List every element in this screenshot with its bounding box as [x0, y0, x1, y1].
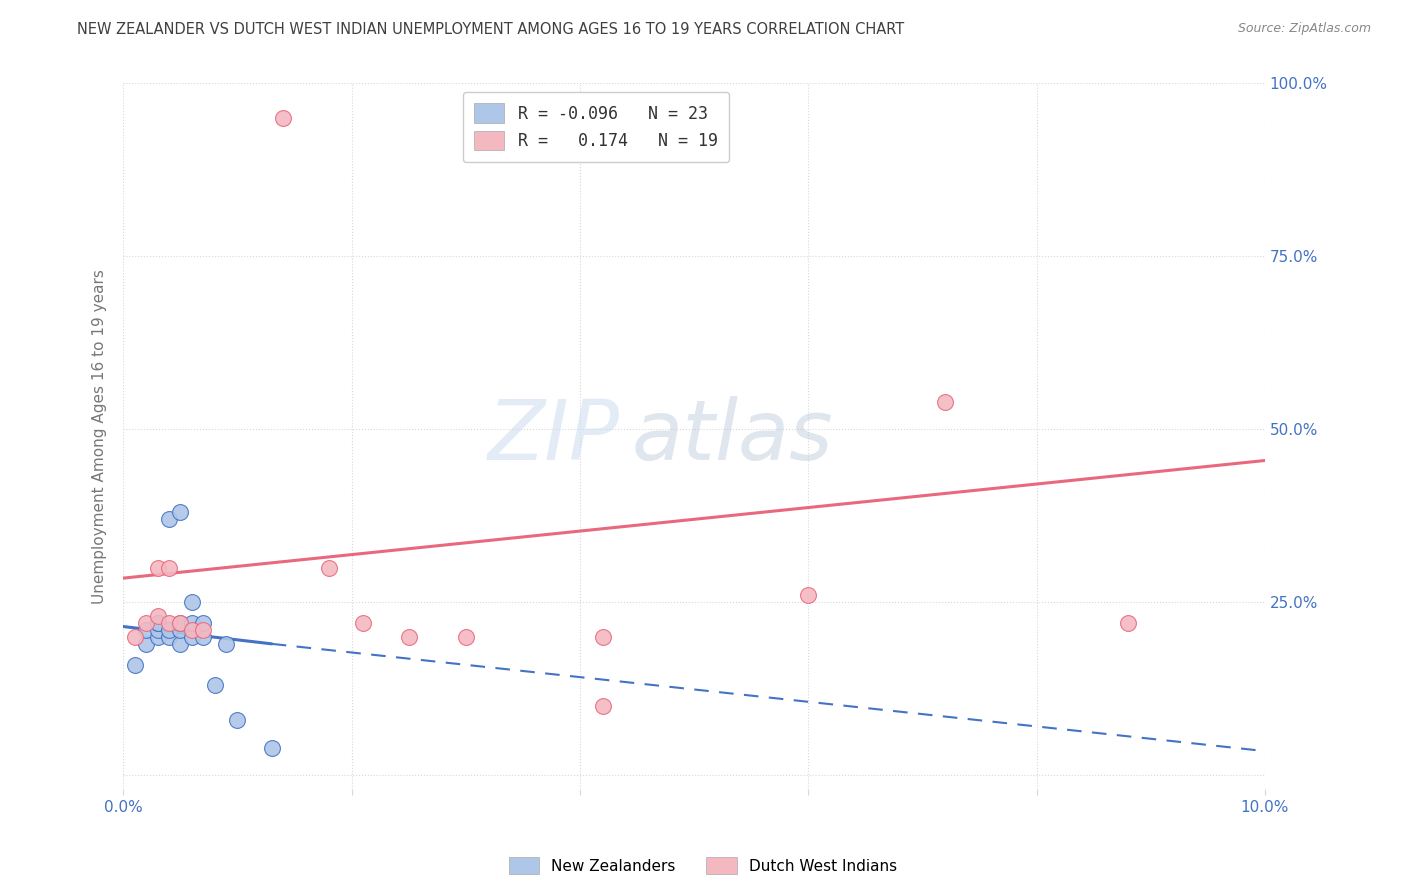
- Point: [592, 699, 614, 714]
- Point: [454, 630, 477, 644]
- Point: [146, 609, 169, 624]
- Point: [934, 394, 956, 409]
- Text: ZIP: ZIP: [488, 396, 620, 477]
- Point: [169, 505, 191, 519]
- Point: [135, 637, 157, 651]
- Point: [124, 630, 146, 644]
- Point: [797, 589, 820, 603]
- Point: [157, 623, 180, 637]
- Point: [169, 616, 191, 631]
- Point: [146, 616, 169, 631]
- Point: [146, 630, 169, 644]
- Text: NEW ZEALANDER VS DUTCH WEST INDIAN UNEMPLOYMENT AMONG AGES 16 TO 19 YEARS CORREL: NEW ZEALANDER VS DUTCH WEST INDIAN UNEMP…: [77, 22, 904, 37]
- Point: [146, 560, 169, 574]
- Point: [204, 678, 226, 692]
- Point: [193, 616, 215, 631]
- Point: [260, 740, 283, 755]
- Point: [157, 616, 180, 631]
- Text: atlas: atlas: [631, 396, 832, 477]
- Point: [1116, 616, 1139, 631]
- Point: [157, 512, 180, 526]
- Legend: New Zealanders, Dutch West Indians: New Zealanders, Dutch West Indians: [502, 851, 904, 880]
- Point: [180, 630, 202, 644]
- Point: [180, 616, 202, 631]
- Point: [169, 637, 191, 651]
- Point: [169, 616, 191, 631]
- Y-axis label: Unemployment Among Ages 16 to 19 years: Unemployment Among Ages 16 to 19 years: [93, 268, 107, 604]
- Point: [169, 623, 191, 637]
- Point: [146, 623, 169, 637]
- Point: [135, 623, 157, 637]
- Point: [193, 630, 215, 644]
- Point: [180, 623, 202, 637]
- Point: [124, 657, 146, 672]
- Point: [592, 630, 614, 644]
- Point: [135, 616, 157, 631]
- Point: [180, 595, 202, 609]
- Point: [157, 630, 180, 644]
- Point: [157, 560, 180, 574]
- Point: [271, 111, 294, 125]
- Point: [193, 623, 215, 637]
- Point: [215, 637, 238, 651]
- Legend: R = -0.096   N = 23, R =   0.174   N = 19: R = -0.096 N = 23, R = 0.174 N = 19: [463, 92, 730, 162]
- Point: [398, 630, 420, 644]
- Point: [352, 616, 374, 631]
- Point: [226, 713, 249, 727]
- Point: [318, 560, 340, 574]
- Point: [146, 616, 169, 631]
- Text: Source: ZipAtlas.com: Source: ZipAtlas.com: [1237, 22, 1371, 36]
